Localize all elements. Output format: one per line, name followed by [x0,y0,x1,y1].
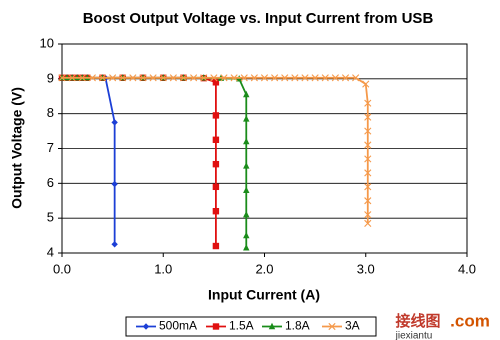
legend-label: 1.5A [229,319,254,333]
marker [301,74,309,82]
x-tick-label: 0.0 [53,261,71,276]
y-tick-label: 5 [47,210,54,225]
watermark-site: 接线图 [395,312,440,330]
marker [243,186,250,193]
watermark-domain: jiexiantu [395,331,433,340]
marker [364,183,372,191]
marker [58,74,66,82]
marker [291,74,299,82]
marker [68,74,76,82]
marker [364,99,372,107]
marker [281,74,289,82]
y-tick-label: 6 [47,175,54,190]
legend-marker [142,323,150,330]
marker [321,74,329,82]
marker [169,74,177,82]
marker [243,115,250,122]
chart-title: Boost Output Voltage vs. Input Current f… [83,10,434,27]
y-tick-label: 8 [47,105,54,120]
marker [230,74,238,82]
marker [243,231,250,239]
marker [159,74,167,82]
x-tick-label: 2.0 [255,261,273,276]
marker [364,155,372,163]
marker [352,74,360,82]
marker [111,241,118,248]
marker [364,197,372,205]
marker [190,74,198,82]
marker [129,74,137,82]
marker [243,210,250,218]
marker [212,208,220,215]
marker [260,74,269,82]
marker [212,136,220,143]
marker [139,74,147,82]
marker [243,90,250,98]
marker [220,74,228,82]
marker [212,183,220,191]
plot-frame [61,43,468,254]
y-tick-label: 10 [40,35,54,50]
marker [240,74,248,82]
series-line [62,76,217,247]
legend-marker [268,322,276,330]
marker [78,74,86,82]
x-axis-label: Input Current (A) [208,287,320,303]
marker [341,74,350,82]
marker [362,80,370,88]
marker [364,169,372,177]
marker [111,180,118,188]
marker [109,74,117,82]
marker [311,74,319,82]
x-tick-label: 1.0 [154,261,172,276]
marker [88,74,96,82]
marker [364,141,372,149]
marker [364,113,372,121]
watermark-tld: .com [450,311,490,330]
marker [200,74,208,82]
y-axis-label: Output Voltage (V) [9,87,25,209]
x-tick-label: 4.0 [458,261,476,276]
y-tick-label: 7 [47,140,54,155]
marker [364,127,372,135]
legend-label: 500mA [159,319,197,333]
marker [149,74,157,82]
legend-label: 1.8A [285,319,310,333]
y-tick-label: 4 [47,244,54,259]
legend-box [125,316,377,337]
marker [364,211,372,219]
legend-marker [212,323,220,330]
legend-label: 3A [345,319,360,333]
marker [331,74,339,82]
marker [243,244,250,251]
marker [212,112,220,119]
y-tick-label: 9 [47,70,54,85]
marker [179,74,188,82]
marker [243,162,250,169]
marker [250,74,258,82]
marker [212,242,220,250]
marker [119,74,127,82]
marker [212,160,220,168]
marker [271,74,279,82]
x-tick-label: 3.0 [357,261,375,276]
marker [111,119,118,126]
marker [210,74,218,82]
legend-marker [328,322,336,331]
marker [243,137,250,145]
series-line [62,76,369,224]
marker [98,74,107,82]
series-line [62,76,116,245]
marker [212,79,220,86]
marker [364,219,372,227]
